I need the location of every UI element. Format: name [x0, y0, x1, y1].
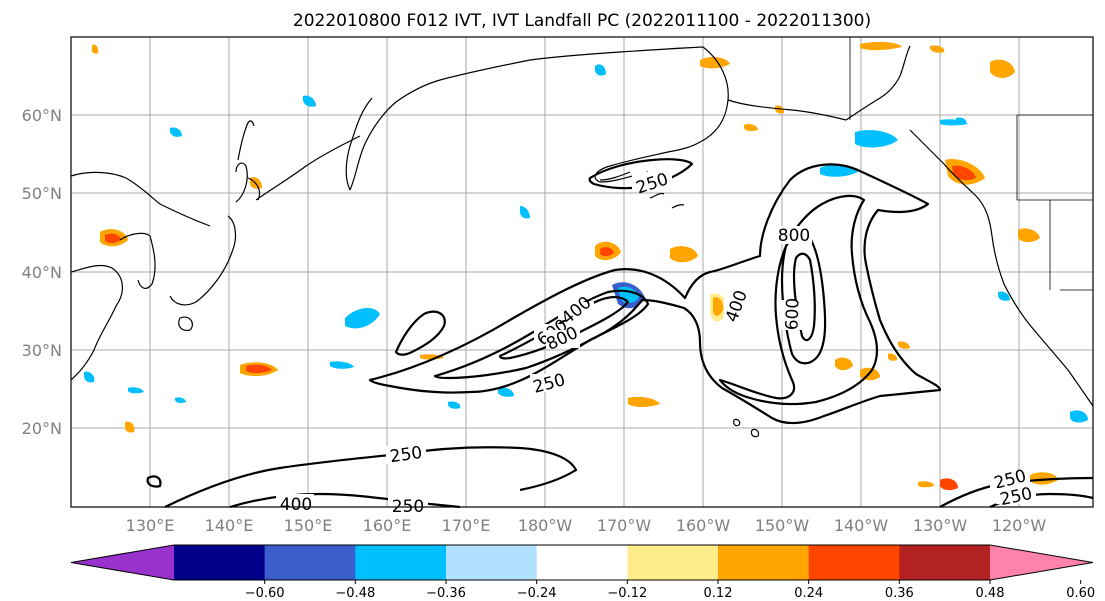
colorbar-segment	[355, 545, 447, 580]
lon-label: 130°E	[126, 516, 175, 535]
figure-title: 2022010800 F012 IVT, IVT Landfall PC (20…	[293, 11, 871, 31]
colorbar-outline	[70, 544, 1094, 581]
colorbar-tick-label: 0.60	[1066, 586, 1095, 601]
colorbar-segment	[627, 545, 719, 580]
map-frame	[70, 36, 1094, 508]
lat-label: 60°N	[22, 106, 62, 125]
contour-label: 250	[389, 443, 424, 467]
lat-label: 40°N	[22, 263, 62, 282]
graticule	[71, 37, 1093, 507]
contour-label: 400	[280, 495, 312, 515]
map-panel: 250 800 400 600 400 600 800 250 250 400 …	[70, 36, 1094, 517]
colorbar-segment	[264, 545, 356, 580]
latitude-labels: 60°N 50°N 40°N 30°N 20°N	[22, 106, 62, 438]
colorbar-tick-label: 0.48	[976, 586, 1005, 601]
colorbar-segment	[899, 545, 991, 580]
contour-label: 800	[778, 226, 810, 246]
colorbar-ticks: −0.60 −0.48 −0.36 −0.24 −0.12 0.12 0.24 0.36 0.4…	[245, 580, 1095, 601]
lon-label: 160°W	[676, 516, 731, 535]
lat-label: 20°N	[22, 419, 62, 438]
colorbar-tick-label: −0.24	[517, 586, 557, 601]
colorbar-segment	[446, 545, 538, 580]
lat-label: 30°N	[22, 341, 62, 360]
colorbar-segment	[174, 545, 266, 580]
colorbar-extend-min	[71, 545, 174, 580]
lon-label: 170°W	[597, 516, 652, 535]
coastlines	[70, 37, 1094, 438]
colorbar-extend-max	[990, 545, 1093, 580]
colorbar-tick-label: 0.12	[704, 586, 733, 601]
colorbar-tick-label: 0.24	[794, 586, 823, 601]
lon-label: 150°W	[755, 516, 810, 535]
lon-label: 180°W	[518, 516, 573, 535]
lon-label: 160°E	[363, 516, 412, 535]
colorbar-tick-label: −0.48	[335, 586, 375, 601]
colorbar-tick-label: −0.60	[245, 586, 285, 601]
lat-label: 50°N	[22, 184, 62, 203]
colorbar-tick-label: −0.36	[426, 586, 466, 601]
ivt-contours	[146, 158, 1094, 509]
colorbar-segment	[718, 545, 810, 580]
colorbar-tick-label: −0.12	[607, 586, 647, 601]
colorbar-segments	[70, 544, 1094, 581]
longitude-labels: 130°E 140°E 150°E 160°E 170°E 180°W 170°…	[126, 516, 1047, 535]
contour-label: 600	[782, 297, 803, 330]
contour-labels: 250 800 400 600 400 600 800 250 250 400 …	[276, 169, 1036, 517]
lon-label: 150°E	[284, 516, 333, 535]
lon-label: 120°W	[992, 516, 1047, 535]
colorbar: −0.60 −0.48 −0.36 −0.24 −0.12 0.12 0.24 0.36 0.4…	[70, 544, 1095, 601]
colorbar-segment	[536, 545, 628, 580]
lon-label: 140°E	[205, 516, 254, 535]
colorbar-segment	[808, 545, 900, 580]
lon-label: 130°W	[913, 516, 968, 535]
lon-label: 140°W	[834, 516, 889, 535]
lon-label: 170°E	[442, 516, 491, 535]
colorbar-tick-label: 0.36	[885, 586, 914, 601]
